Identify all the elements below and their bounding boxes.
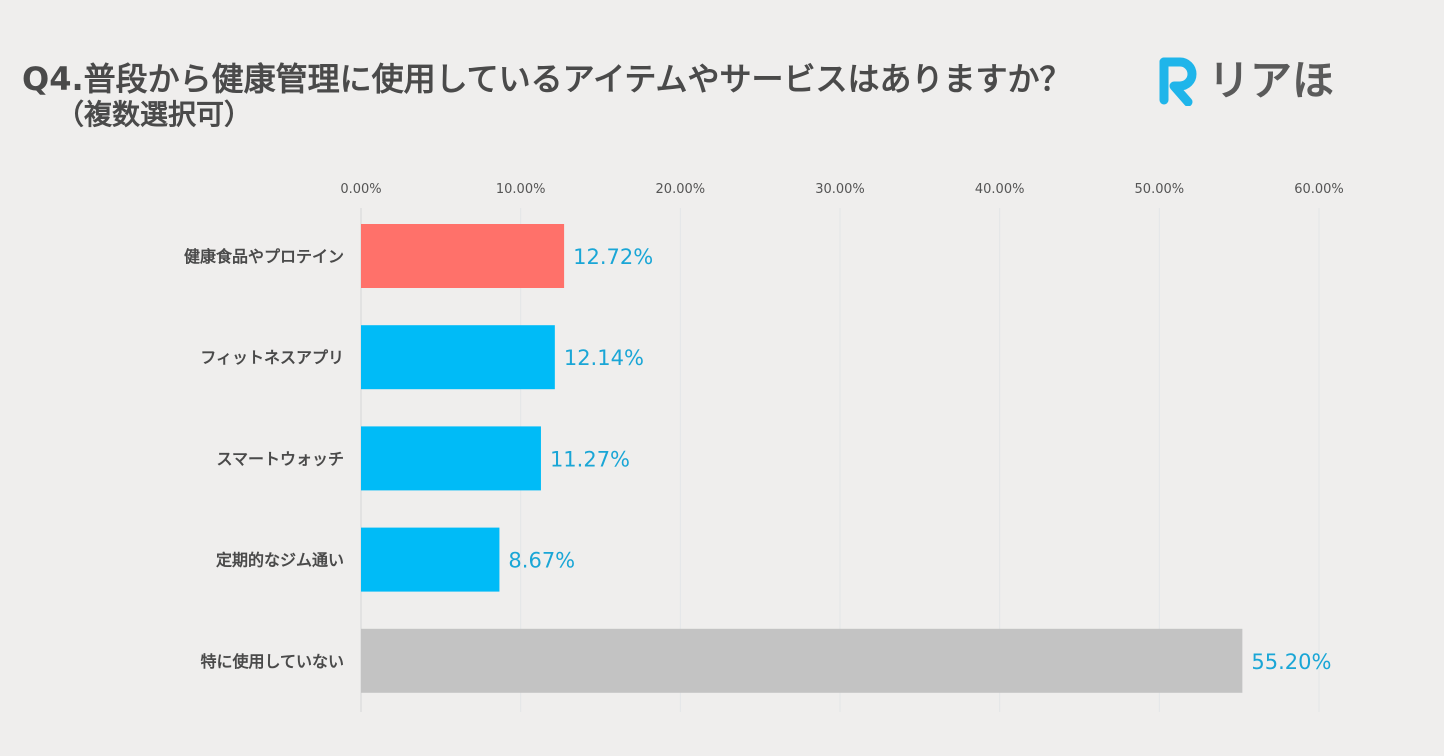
category-label: 特に使用していない: [200, 652, 344, 671]
value-label: 12.14%: [564, 346, 644, 370]
category-label: スマートウォッチ: [216, 449, 344, 468]
bar: [361, 325, 555, 390]
bar: [361, 224, 565, 288]
x-tick-label: 20.00%: [656, 182, 706, 197]
x-tick-label: 40.00%: [975, 182, 1025, 197]
category-label: フィットネスアプリ: [200, 348, 344, 367]
bar: [361, 628, 1243, 693]
brand-logo: リアほ: [1158, 56, 1334, 106]
category-label: 健康食品やプロテイン: [184, 247, 344, 266]
value-label: 8.67%: [508, 549, 575, 573]
value-label: 11.27%: [550, 447, 630, 471]
value-label: 12.72%: [573, 245, 653, 269]
bar: [361, 527, 500, 592]
chart-title: Q4.普段から健康管理に使用しているアイテムやサービスはありますか？: [22, 60, 1072, 98]
x-tick-label: 30.00%: [815, 182, 865, 197]
brand-logo-mark-icon: [1159, 57, 1197, 106]
value-label: 55.20%: [1251, 650, 1331, 674]
bar: [361, 426, 541, 491]
brand-logo-text: リアほ: [1208, 56, 1335, 105]
chart-subtitle: （複数選択可）: [56, 98, 253, 131]
category-label: 定期的なジム通い: [215, 551, 344, 570]
x-tick-label: 10.00%: [496, 182, 546, 197]
x-tick-label: 0.00%: [340, 182, 381, 197]
x-tick-label: 50.00%: [1135, 182, 1185, 197]
x-tick-label: 60.00%: [1294, 182, 1344, 197]
